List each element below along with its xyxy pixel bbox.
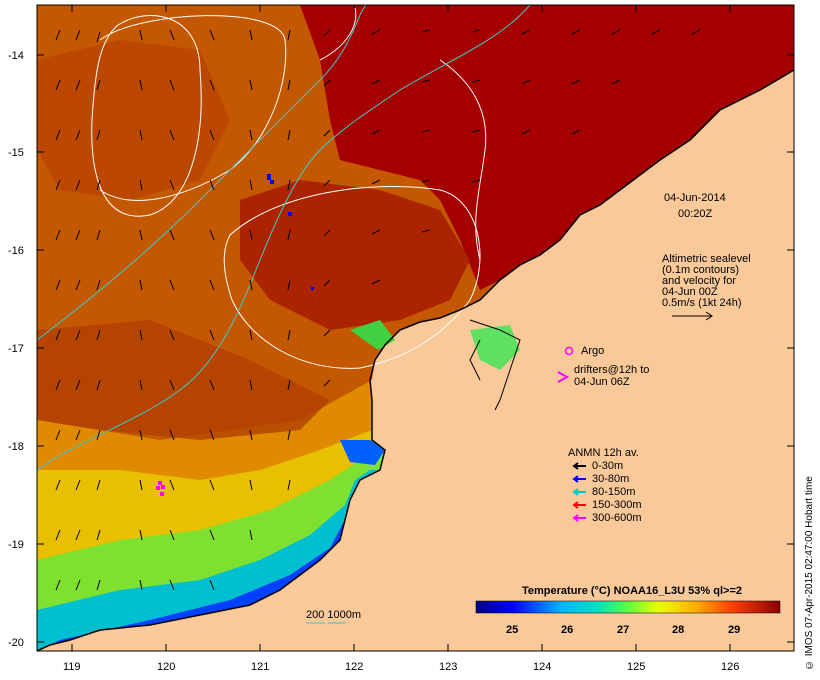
altimetric-legend: Altimetric sealevel (0.1m contours) and … bbox=[662, 253, 751, 321]
colorbar-tick-label: 29 bbox=[728, 624, 740, 636]
x-tick-label: 119 bbox=[63, 661, 81, 673]
y-tick-label: -19 bbox=[8, 539, 24, 551]
map-frame bbox=[36, 4, 795, 652]
y-tick-label: -20 bbox=[8, 637, 24, 649]
date-label: 04-Jun-2014 bbox=[664, 192, 726, 204]
y-tick-label: -14 bbox=[8, 50, 24, 62]
time-label: 00:20Z bbox=[678, 208, 713, 220]
x-tick-label: 123 bbox=[439, 661, 457, 673]
x-tick-label: 121 bbox=[251, 661, 269, 673]
coastline bbox=[37, 69, 794, 651]
argo-label: Argo bbox=[581, 345, 604, 357]
anmn-item-label: 30-80m bbox=[592, 473, 629, 485]
anmn-item-label: 150-300m bbox=[592, 499, 642, 511]
anmn-legend: ANMN 12h av. 0-30m 30-80m 80-150m 150-30… bbox=[568, 447, 642, 524]
x-tick-label: 120 bbox=[157, 661, 175, 673]
anmn-item-3: 150-300m bbox=[572, 499, 642, 511]
x-axis: 119 120 121 122 123 124 125 126 bbox=[63, 5, 739, 673]
colorbar-gradient bbox=[475, 600, 781, 614]
altimetric-line: (0.1m contours) bbox=[662, 264, 739, 276]
argo-marker-icon bbox=[564, 346, 574, 356]
colorbar-tick-label: 25 bbox=[506, 624, 518, 636]
drifter-chevron-icon bbox=[557, 371, 570, 383]
colorbar-tick-label: 26 bbox=[561, 624, 573, 636]
y-axis: -14 -15 -16 -17 -18 -19 -20 bbox=[8, 50, 794, 649]
anmn-item-1: 30-80m bbox=[572, 473, 629, 485]
anmn-item-0: 0-30m bbox=[572, 460, 623, 472]
y-tick-label: -17 bbox=[8, 343, 24, 355]
drifter-markers bbox=[267, 174, 314, 290]
colorbar-tick-label: 27 bbox=[617, 624, 629, 636]
altimetric-line: Altimetric sealevel bbox=[662, 253, 751, 265]
anmn-item-4: 300-600m bbox=[572, 512, 642, 524]
y-tick-label: -15 bbox=[8, 147, 24, 159]
x-tick-label: 125 bbox=[627, 661, 645, 673]
scale-arrow-icon bbox=[672, 311, 713, 321]
anmn-item-2: 80-150m bbox=[572, 486, 635, 498]
sealevel-contours bbox=[91, 7, 487, 369]
argo-float-markers bbox=[156, 481, 165, 496]
altimetric-line: and velocity for bbox=[662, 275, 736, 287]
y-tick-label: -16 bbox=[8, 245, 24, 257]
credit-label: © IMOS 07-Apr-2015 02:47:00 Hobart time bbox=[804, 476, 815, 670]
colorbar-title: Temperature (°C) NOAA16_L3U 53% ql>=2 bbox=[522, 585, 742, 597]
anmn-item-label: 300-600m bbox=[592, 512, 642, 524]
colorbar: Temperature (°C) NOAA16_L3U 53% ql>=2 25… bbox=[475, 585, 781, 636]
altimetric-line: 04-Jun 00Z bbox=[662, 286, 718, 298]
anmn-item-label: 0-30m bbox=[592, 460, 623, 472]
colorbar-tick-label: 28 bbox=[672, 624, 684, 636]
velocity-arrows bbox=[55, 29, 701, 591]
drifters-line: drifters@12h to bbox=[574, 364, 649, 376]
x-tick-label: 122 bbox=[345, 661, 363, 673]
bathy-label: 200 1000m bbox=[306, 609, 361, 621]
x-tick-label: 124 bbox=[533, 661, 551, 673]
anmn-title: ANMN 12h av. bbox=[568, 447, 639, 459]
anmn-item-label: 80-150m bbox=[592, 486, 635, 498]
drifters-line: 04-Jun 06Z bbox=[574, 376, 630, 388]
altimetric-line: 0.5m/s (1kt 24h) bbox=[662, 297, 741, 309]
y-tick-label: -18 bbox=[8, 441, 24, 453]
x-tick-label: 126 bbox=[721, 661, 739, 673]
isobath-lines bbox=[37, 5, 531, 471]
